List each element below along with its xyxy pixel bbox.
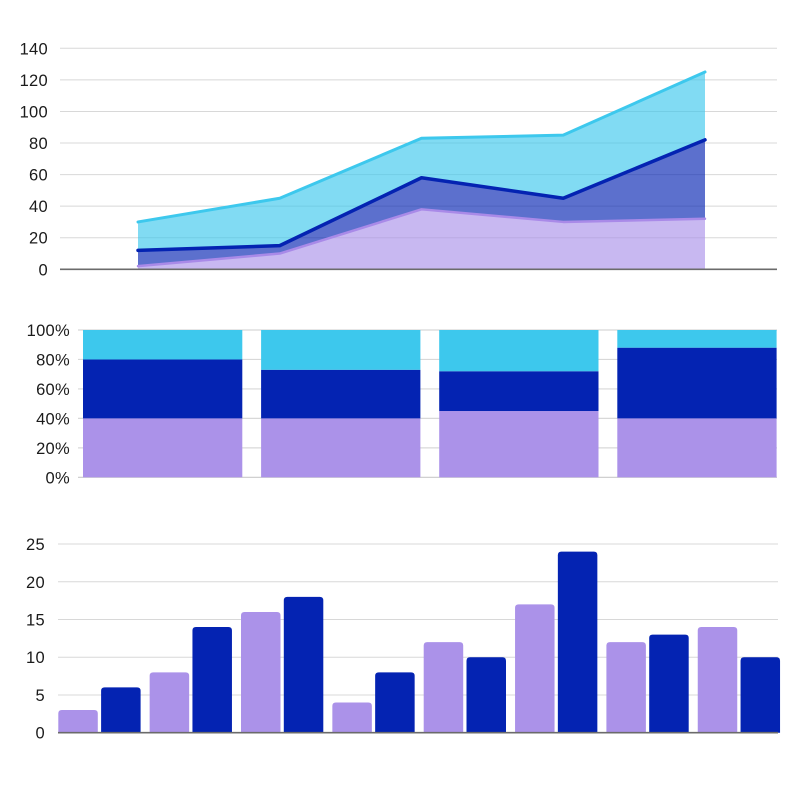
stacked-bar-segment-cyan: [439, 330, 599, 372]
bar-group: [149, 627, 232, 733]
grouped-bar-chart: 0 5 10 15 20 25: [26, 536, 781, 743]
bar-purple: [606, 642, 646, 733]
bar-group: [606, 634, 689, 733]
stacked-bar-segment-purple: [83, 418, 243, 478]
stacked-bar-segment-purple: [617, 418, 777, 478]
bar-group: [423, 642, 506, 733]
stacked-bar-segment-purple: [261, 418, 421, 478]
y-axis-tick-label: 120: [20, 72, 48, 90]
area-line-navy: [136, 138, 707, 253]
stacked-bar-segment-cyan: [617, 330, 777, 348]
y-axis-tick-label: 5: [36, 687, 45, 705]
y-axis-tick-label: 0%: [46, 469, 70, 487]
y-axis-tick-label: 20: [29, 230, 48, 248]
area-line-cyan: [136, 70, 707, 224]
bar-navy: [740, 657, 781, 733]
bar-purple: [58, 710, 98, 733]
bar-purple: [332, 702, 372, 733]
stacked-bar: [439, 330, 599, 478]
stacked-bar: [83, 330, 243, 478]
area-line-purple: [136, 208, 707, 268]
bar-navy: [649, 634, 689, 733]
y-axis-tick-label: 60%: [36, 381, 70, 399]
y-axis-tick-label: 40: [29, 198, 48, 216]
y-axis-tick-label: 100: [20, 103, 48, 121]
stacked-bar-segment-cyan: [261, 330, 421, 370]
y-axis-tick-label: 25: [26, 536, 45, 554]
bar-group: [515, 551, 598, 733]
area-band-navy: [138, 139, 705, 267]
y-axis-tick-label: 20: [26, 574, 45, 592]
stacked-percent-bar-chart: 0% 20% 40% 60% 80% 100%: [27, 322, 777, 487]
y-axis-tick-label: 80%: [36, 351, 70, 369]
bar-group: [241, 596, 324, 733]
stacked-bar-segment-cyan: [83, 330, 243, 360]
bar-group: [697, 627, 781, 733]
bar-purple: [423, 642, 464, 733]
y-axis-tick-label: 80: [29, 135, 48, 153]
bar-navy: [192, 627, 232, 733]
bar-purple: [241, 611, 281, 733]
stacked-bar-segment-navy: [439, 371, 599, 412]
stacked-bar: [617, 330, 777, 478]
y-axis-tick-label: 20%: [36, 440, 70, 458]
bar-navy: [101, 687, 141, 733]
y-axis-tick-label: 100%: [27, 322, 70, 340]
y-axis-tick-label: 40%: [36, 410, 70, 428]
stacked-bar-segment-purple: [439, 411, 599, 478]
y-axis-tick-label: 0: [36, 725, 45, 743]
bar-purple: [149, 672, 190, 733]
bar-navy: [375, 672, 415, 733]
area-chart: 0 20 40 60 80 100 120 140: [20, 40, 777, 279]
bar-navy: [466, 657, 506, 733]
y-axis-tick-label: 10: [26, 649, 45, 667]
stacked-bar-segment-navy: [261, 369, 421, 419]
bar-navy: [557, 551, 598, 733]
y-axis-tick-label: 140: [20, 40, 48, 58]
bar-group: [58, 687, 141, 733]
bar-purple: [515, 604, 555, 733]
bar-group: [332, 672, 415, 733]
bar-purple: [697, 627, 738, 733]
stacked-bar: [261, 330, 421, 478]
y-axis-tick-label: 15: [26, 611, 45, 629]
area-band-cyan: [138, 71, 705, 251]
stacked-bar-segment-navy: [617, 347, 777, 419]
y-axis-tick-label: 0: [39, 261, 48, 279]
y-axis-tick-label: 60: [29, 167, 48, 185]
bar-navy: [283, 596, 324, 733]
stacked-bar-segment-navy: [83, 359, 243, 419]
